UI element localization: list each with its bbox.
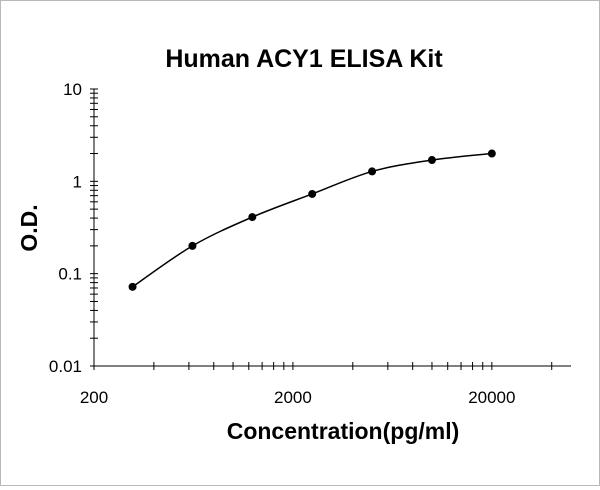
x-axis-label: Concentration(pg/ml)	[227, 418, 460, 444]
data-point	[188, 241, 197, 250]
data-point	[128, 282, 137, 291]
data-point	[427, 156, 436, 165]
axes-group: 0.01 0.1 1 10 200 2000 20000	[49, 80, 571, 407]
data-point	[368, 167, 377, 176]
y-axis-label: O.D.	[16, 204, 42, 251]
y-tick-label: 10	[63, 80, 82, 99]
chart-title: Human ACY1 ELISA Kit	[165, 45, 443, 73]
y-tick-label: 0.1	[58, 265, 82, 284]
x-tick-label: 20000	[468, 388, 515, 407]
data-point	[487, 149, 496, 158]
data-point	[308, 189, 317, 198]
data-marks-group	[128, 149, 496, 291]
y-tick-label: 1	[73, 172, 82, 191]
fit-curve	[132, 152, 492, 288]
data-point	[248, 213, 257, 222]
x-tick-label: 200	[80, 388, 108, 407]
y-tick-label: 0.01	[49, 357, 82, 376]
x-tick-label: 2000	[274, 388, 312, 407]
